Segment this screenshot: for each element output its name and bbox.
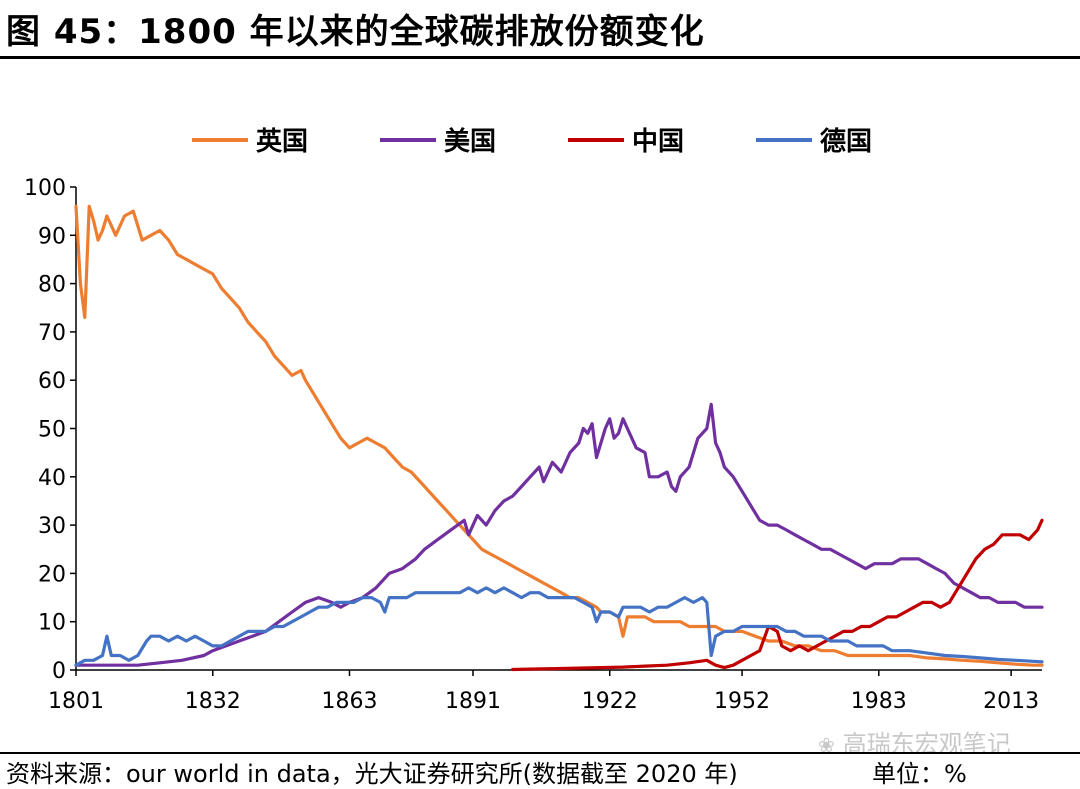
y-tick-label: 80 <box>38 273 66 298</box>
y-tick-label: 40 <box>38 466 66 491</box>
y-tick-label: 60 <box>38 369 66 394</box>
legend-label-3: 德国 <box>820 127 872 157</box>
y-tick-label: 90 <box>38 224 66 249</box>
series-line-1 <box>74 402 1044 667</box>
source-note: 资料来源：our world in data，光大证券研究所(数据截至 2020… <box>6 760 738 788</box>
y-tick-label: 70 <box>38 321 66 346</box>
emissions-share-chart: 英国 美国 中国 德国 0 10 20 30 40 50 60 70 80 90 100 1801 1832 1… <box>24 126 1044 714</box>
y-tick-label: 10 <box>38 611 66 636</box>
x-tick-label: 1832 <box>185 689 241 714</box>
x-tick-label: 1891 <box>445 689 501 714</box>
y-tick-label: 30 <box>38 514 66 539</box>
axes: 0 10 20 30 40 50 60 70 80 90 100 1801 1832 1863 1891 19… <box>24 176 1042 714</box>
x-tick-label: 1922 <box>582 689 638 714</box>
y-tick-label: 20 <box>38 562 66 587</box>
x-tick-label: 1863 <box>321 689 377 714</box>
unit-note: 单位：% <box>872 760 967 788</box>
title-divider <box>0 56 1080 59</box>
x-tick-label: 1983 <box>851 689 907 714</box>
legend-label-2: 中国 <box>632 127 684 157</box>
y-tick-label: 100 <box>24 176 66 201</box>
footer-divider <box>0 752 1080 754</box>
series-line-3 <box>74 586 1044 667</box>
y-tick-label: 50 <box>38 418 66 443</box>
legend: 英国 美国 中国 德国 <box>192 126 872 157</box>
figure-title: 图 45：1800 年以来的全球碳排放份额变化 <box>6 12 705 52</box>
series-lines <box>74 204 1044 672</box>
series-line-2 <box>511 518 1044 672</box>
legend-label-0: 英国 <box>256 127 308 157</box>
x-tick-label: 2013 <box>983 689 1039 714</box>
legend-label-1: 美国 <box>444 126 496 157</box>
y-tick-label: 0 <box>52 659 66 684</box>
x-tick-label: 1801 <box>48 689 104 714</box>
x-tick-label: 1952 <box>714 689 770 714</box>
wechat-icon: ❀ <box>818 733 835 757</box>
